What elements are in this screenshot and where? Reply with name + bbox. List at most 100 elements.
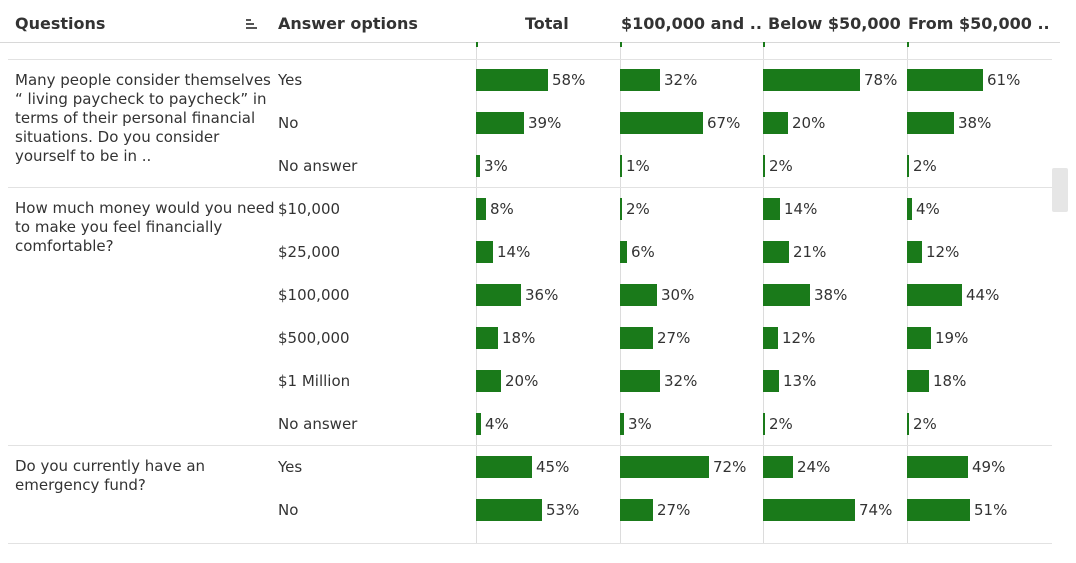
percentage-label: 61% bbox=[987, 71, 1021, 89]
answer-option-label: $25,000 bbox=[278, 243, 341, 261]
percentage-bar[interactable] bbox=[763, 327, 778, 349]
percentage-bar[interactable] bbox=[620, 327, 653, 349]
percentage-bar[interactable] bbox=[763, 499, 855, 521]
percentage-bar[interactable] bbox=[907, 155, 909, 177]
percentage-label: 4% bbox=[916, 200, 940, 218]
answer-option-label: No bbox=[278, 114, 299, 132]
percentage-label: 27% bbox=[657, 501, 691, 519]
income-below-50k-column-header[interactable]: Below $50,000 bbox=[768, 14, 901, 33]
question-text: Many people consider themselves “ living… bbox=[15, 71, 271, 165]
percentage-label: 2% bbox=[769, 157, 793, 175]
percentage-bar[interactable] bbox=[476, 112, 524, 134]
percentage-label: 2% bbox=[626, 200, 650, 218]
percentage-label: 18% bbox=[933, 372, 967, 390]
percentage-bar[interactable] bbox=[907, 370, 929, 392]
percentage-bar[interactable] bbox=[476, 456, 532, 478]
percentage-bar[interactable] bbox=[763, 370, 779, 392]
percentage-bar[interactable] bbox=[763, 155, 765, 177]
answer-option-label: $1 Million bbox=[278, 372, 351, 390]
percentage-bar[interactable] bbox=[907, 69, 983, 91]
section-divider bbox=[8, 187, 1052, 188]
percentage-bar[interactable] bbox=[620, 241, 627, 263]
answer-options-column-header[interactable]: Answer options bbox=[278, 14, 418, 33]
answer-option-label: $10,000 bbox=[278, 200, 341, 218]
questions-column-header[interactable]: Questions bbox=[15, 14, 106, 33]
percentage-bar[interactable] bbox=[476, 155, 480, 177]
column-tick bbox=[476, 42, 478, 47]
percentage-label: 72% bbox=[713, 458, 747, 476]
percentage-bar[interactable] bbox=[907, 413, 909, 435]
percentage-label: 14% bbox=[784, 200, 818, 218]
percentage-label: 2% bbox=[913, 415, 937, 433]
percentage-label: 4% bbox=[485, 415, 509, 433]
percentage-label: 12% bbox=[926, 243, 960, 261]
percentage-bar[interactable] bbox=[763, 241, 789, 263]
percentage-bar[interactable] bbox=[763, 413, 765, 435]
percentage-bar[interactable] bbox=[907, 499, 970, 521]
percentage-bar[interactable] bbox=[476, 499, 542, 521]
income-50k-column-header[interactable]: From $50,000 .. bbox=[908, 14, 1050, 33]
percentage-label: 32% bbox=[664, 71, 698, 89]
percentage-label: 19% bbox=[935, 329, 969, 347]
percentage-bar[interactable] bbox=[476, 370, 501, 392]
percentage-bar[interactable] bbox=[476, 413, 481, 435]
section-divider bbox=[8, 445, 1052, 446]
percentage-label: 58% bbox=[552, 71, 586, 89]
percentage-label: 32% bbox=[664, 372, 698, 390]
answer-option-label: No bbox=[278, 501, 299, 519]
scrollbar-thumb[interactable] bbox=[1052, 168, 1068, 212]
percentage-bar[interactable] bbox=[620, 370, 660, 392]
percentage-bar[interactable] bbox=[907, 112, 954, 134]
percentage-bar[interactable] bbox=[620, 69, 660, 91]
percentage-label: 2% bbox=[769, 415, 793, 433]
percentage-label: 78% bbox=[864, 71, 898, 89]
percentage-label: 12% bbox=[782, 329, 816, 347]
percentage-bar[interactable] bbox=[763, 456, 793, 478]
percentage-label: 2% bbox=[913, 157, 937, 175]
column-tick bbox=[620, 42, 622, 47]
percentage-bar[interactable] bbox=[907, 198, 912, 220]
percentage-bar[interactable] bbox=[620, 198, 622, 220]
percentage-bar[interactable] bbox=[620, 284, 657, 306]
column-tick bbox=[763, 42, 765, 47]
answer-option-label: Yes bbox=[278, 71, 303, 89]
percentage-label: 36% bbox=[525, 286, 559, 304]
percentage-bar[interactable] bbox=[763, 198, 780, 220]
question-text: Do you currently have an emergency fund? bbox=[15, 457, 206, 494]
sort-icon[interactable] bbox=[244, 17, 258, 31]
percentage-bar[interactable] bbox=[476, 198, 486, 220]
percentage-bar[interactable] bbox=[763, 69, 860, 91]
percentage-bar[interactable] bbox=[476, 69, 548, 91]
percentage-bar[interactable] bbox=[763, 284, 810, 306]
percentage-bar[interactable] bbox=[907, 456, 968, 478]
percentage-bar[interactable] bbox=[763, 112, 788, 134]
percentage-bar[interactable] bbox=[620, 112, 703, 134]
percentage-label: 24% bbox=[797, 458, 831, 476]
answer-option-label: $100,000 bbox=[278, 286, 350, 304]
percentage-label: 67% bbox=[707, 114, 741, 132]
table-bottom-border bbox=[8, 543, 1052, 544]
percentage-bar[interactable] bbox=[907, 327, 931, 349]
percentage-bar[interactable] bbox=[476, 241, 493, 263]
percentage-bar[interactable] bbox=[907, 284, 962, 306]
percentage-label: 8% bbox=[490, 200, 514, 218]
percentage-label: 30% bbox=[661, 286, 695, 304]
percentage-label: 20% bbox=[792, 114, 826, 132]
total-column-header[interactable]: Total bbox=[525, 14, 569, 33]
percentage-label: 27% bbox=[657, 329, 691, 347]
percentage-label: 53% bbox=[546, 501, 580, 519]
percentage-label: 38% bbox=[814, 286, 848, 304]
percentage-label: 1% bbox=[626, 157, 650, 175]
percentage-bar[interactable] bbox=[476, 327, 498, 349]
percentage-label: 3% bbox=[628, 415, 652, 433]
percentage-bar[interactable] bbox=[476, 284, 521, 306]
percentage-bar[interactable] bbox=[620, 155, 622, 177]
answer-option-label: No answer bbox=[278, 415, 358, 433]
percentage-label: 18% bbox=[502, 329, 536, 347]
percentage-label: 51% bbox=[974, 501, 1008, 519]
percentage-bar[interactable] bbox=[907, 241, 922, 263]
income-100k-column-header[interactable]: $100,000 and .. bbox=[621, 14, 762, 33]
percentage-bar[interactable] bbox=[620, 456, 709, 478]
percentage-bar[interactable] bbox=[620, 499, 653, 521]
percentage-bar[interactable] bbox=[620, 413, 624, 435]
